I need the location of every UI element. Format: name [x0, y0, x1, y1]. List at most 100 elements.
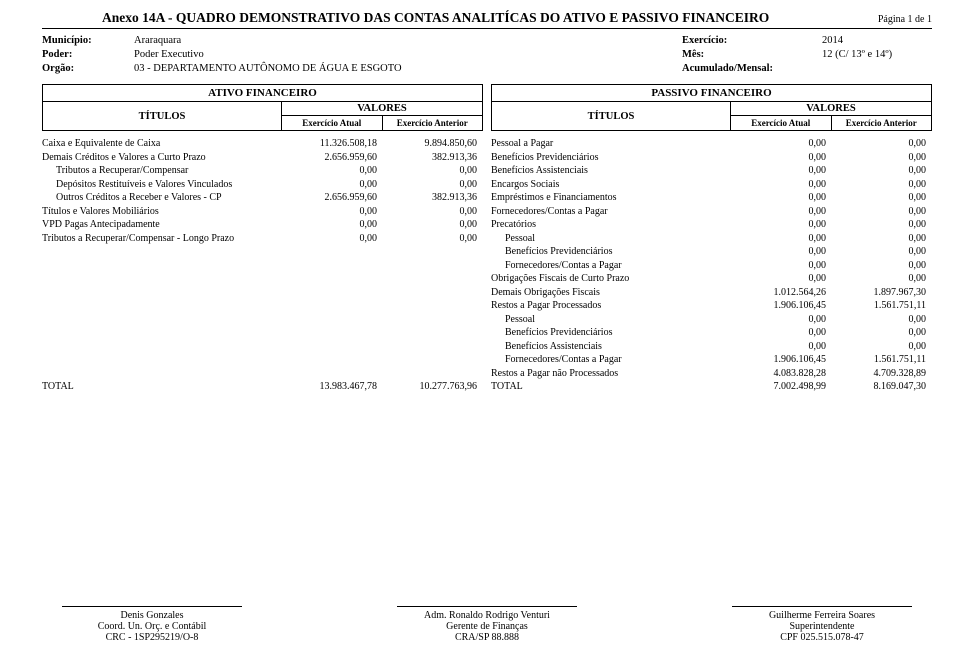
row-anterior: 0,00 — [832, 151, 932, 165]
table-row: Benefícios Previdenciários0,000,00 — [491, 151, 932, 165]
row-atual: 0,00 — [732, 313, 832, 327]
table-row-blank — [42, 367, 483, 381]
row-anterior: 0,00 — [832, 340, 932, 354]
row-anterior: 0,00 — [832, 205, 932, 219]
row-desc: Demais Créditos e Valores a Curto Prazo — [42, 151, 283, 165]
row-anterior: 1.561.751,11 — [832, 299, 932, 313]
passivo-section: PASSIVO FINANCEIRO TÍTULOS VALORES Exerc… — [491, 84, 932, 394]
table-row-blank — [42, 313, 483, 327]
table-row: VPD Pagas Antecipadamente0,000,00 — [42, 218, 483, 232]
passivo-titulos-header: TÍTULOS — [492, 102, 731, 130]
row-desc: Benefícios Assistenciais — [491, 164, 732, 178]
row-desc: Encargos Sociais — [491, 178, 732, 192]
table-row: Restos a Pagar Processados1.906.106,451.… — [491, 299, 932, 313]
table-row: Fornecedores/Contas a Pagar1.906.106,451… — [491, 353, 932, 367]
row-anterior: 382.913,36 — [383, 191, 483, 205]
row-atual: 0,00 — [732, 164, 832, 178]
row-atual: 0,00 — [732, 259, 832, 273]
signature-block: Adm. Ronaldo Rodrigo Venturi Gerente de … — [377, 606, 597, 643]
row-atual: 2.656.959,60 — [283, 191, 383, 205]
poder-label: Poder: — [42, 49, 134, 60]
row-desc: Precatórios — [491, 218, 732, 232]
page-number: Página 1 de 1 — [878, 14, 932, 25]
row-atual: 1.906.106,45 — [732, 353, 832, 367]
row-desc: TOTAL — [42, 380, 283, 394]
table-row-blank — [42, 245, 483, 259]
row-desc: Tributos a Recuperar/Compensar - Longo P… — [42, 232, 283, 246]
row-atual: 0,00 — [732, 272, 832, 286]
row-desc: Fornecedores/Contas a Pagar — [491, 205, 732, 219]
row-desc: Depósitos Restituíveis e Valores Vincula… — [42, 178, 283, 192]
ativo-section: ATIVO FINANCEIRO TÍTULOS VALORES Exercíc… — [42, 84, 483, 394]
row-atual: 0,00 — [732, 340, 832, 354]
table-row-blank — [42, 299, 483, 313]
row-anterior: 0,00 — [832, 178, 932, 192]
acumulado-label: Acumulado/Mensal: — [682, 63, 822, 74]
row-anterior: 0,00 — [832, 191, 932, 205]
municipio-value: Araraquara — [134, 35, 181, 46]
table-row-blank — [42, 286, 483, 300]
row-anterior: 382.913,36 — [383, 151, 483, 165]
row-desc: Pessoal — [491, 232, 732, 246]
row-desc: TOTAL — [491, 380, 732, 394]
row-anterior: 0,00 — [832, 326, 932, 340]
table-row: Benefícios Previdenciários0,000,00 — [491, 245, 932, 259]
row-anterior: 4.709.328,89 — [832, 367, 932, 381]
passivo-header: PASSIVO FINANCEIRO — [491, 84, 932, 102]
metadata-block: Município: Araraquara Exercício: 2014 Po… — [42, 35, 932, 74]
ativo-valores-header: VALORES — [282, 102, 482, 116]
exercicio-label: Exercício: — [682, 35, 822, 46]
mes-value: 12 (C/ 13º e 14º) — [822, 49, 892, 60]
row-atual: 4.083.828,28 — [732, 367, 832, 381]
passivo-exerc-atual-header: Exercício Atual — [731, 116, 832, 130]
row-anterior: 8.169.047,30 — [832, 380, 932, 394]
row-anterior: 0,00 — [383, 232, 483, 246]
orgao-value: 03 - DEPARTAMENTO AUTÔNOMO DE ÁGUA E ESG… — [134, 63, 402, 74]
table-row-blank — [42, 272, 483, 286]
sig-role: Superintendente — [712, 621, 932, 632]
row-atual: 0,00 — [732, 151, 832, 165]
signature-block: Guilherme Ferreira Soares Superintendent… — [712, 606, 932, 643]
report-title: Anexo 14A - QUADRO DEMONSTRATIVO DAS CON… — [42, 10, 769, 26]
row-anterior: 1.561.751,11 — [832, 353, 932, 367]
mes-label: Mês: — [682, 49, 822, 60]
row-desc: Demais Obrigações Fiscais — [491, 286, 732, 300]
sig-name: Guilherme Ferreira Soares — [712, 610, 932, 621]
table-row: Obrigações Fiscais de Curto Prazo0,000,0… — [491, 272, 932, 286]
table-row: Títulos e Valores Mobiliários0,000,00 — [42, 205, 483, 219]
table-row: Pessoal0,000,00 — [491, 232, 932, 246]
table-row: Caixa e Equivalente de Caixa11.326.508,1… — [42, 137, 483, 151]
row-atual: 11.326.508,18 — [283, 137, 383, 151]
row-atual: 0,00 — [283, 232, 383, 246]
table-row: Benefícios Assistenciais0,000,00 — [491, 340, 932, 354]
exercicio-value: 2014 — [822, 35, 843, 46]
sig-role: Coord. Un. Orç. e Contábil — [42, 621, 262, 632]
row-anterior: 0,00 — [832, 137, 932, 151]
ativo-header: ATIVO FINANCEIRO — [42, 84, 483, 102]
row-desc: Empréstimos e Financiamentos — [491, 191, 732, 205]
row-desc: Benefícios Previdenciários — [491, 326, 732, 340]
row-desc: Fornecedores/Contas a Pagar — [491, 259, 732, 273]
row-atual: 7.002.498,99 — [732, 380, 832, 394]
row-anterior: 0,00 — [832, 218, 932, 232]
row-atual: 13.983.467,78 — [283, 380, 383, 394]
row-atual: 0,00 — [732, 232, 832, 246]
row-desc: Obrigações Fiscais de Curto Prazo — [491, 272, 732, 286]
sig-id: CRA/SP 88.888 — [377, 632, 597, 643]
table-row: Depósitos Restituíveis e Valores Vincula… — [42, 178, 483, 192]
table-row: Benefícios Previdenciários0,000,00 — [491, 326, 932, 340]
sig-role: Gerente de Finanças — [377, 621, 597, 632]
table-row: Benefícios Assistenciais0,000,00 — [491, 164, 932, 178]
table-row: Precatórios0,000,00 — [491, 218, 932, 232]
row-desc: Pessoal a Pagar — [491, 137, 732, 151]
table-row-blank — [42, 340, 483, 354]
row-atual: 0,00 — [732, 205, 832, 219]
orgao-label: Orgão: — [42, 63, 134, 74]
table-row: Pessoal a Pagar0,000,00 — [491, 137, 932, 151]
row-anterior: 0,00 — [832, 164, 932, 178]
row-anterior: 0,00 — [832, 259, 932, 273]
row-anterior: 0,00 — [832, 272, 932, 286]
row-anterior: 0,00 — [383, 178, 483, 192]
row-desc: Outros Créditos a Receber e Valores - CP — [42, 191, 283, 205]
row-anterior: 1.897.967,30 — [832, 286, 932, 300]
